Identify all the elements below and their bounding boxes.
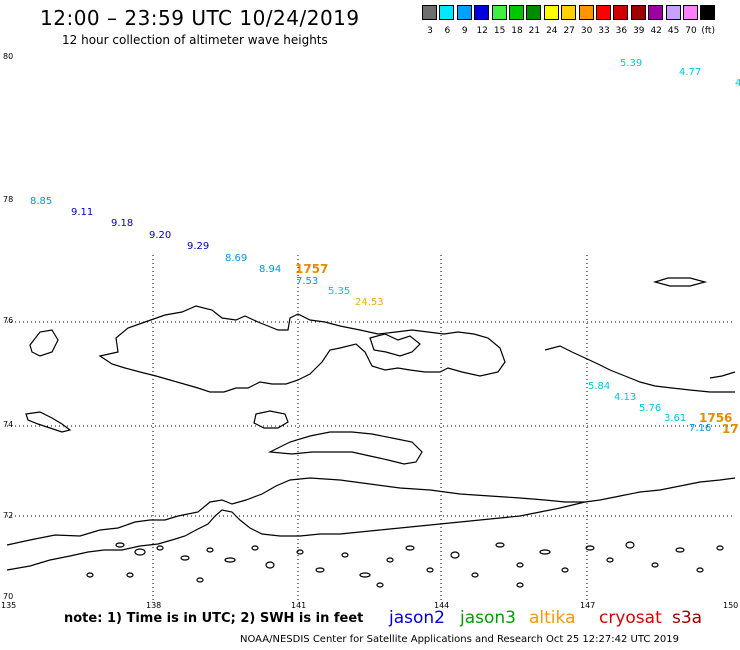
legend-swatch [543,5,559,20]
legend-label: 9 [461,26,468,36]
east-edge-coast [709,371,736,379]
wave-height-label: 7.53 [296,276,319,287]
legend-swatch [456,5,472,20]
wave-height-label: 9.20 [149,230,172,241]
legend-swatch [561,5,577,20]
lon-label: 135 [1,601,17,610]
small-island-center [253,410,289,429]
wave-height-label: 4 [735,78,740,89]
wave-height-label: 5.35 [328,286,351,297]
lat-label: 76 [3,316,14,325]
legend-swatch [613,5,629,20]
legend-label: 3 [427,26,433,36]
footer-credit: NOAA/NESDIS Center for Satellite Applica… [240,634,679,645]
legend-swatch [422,5,437,20]
wave-height-label: 9.29 [187,241,210,252]
legend-label: 33 [598,26,610,36]
lon-label: 141 [291,601,307,610]
mainland-coast-east [584,477,736,503]
legend-label: 70 [685,26,697,36]
lat-label: 72 [3,511,14,520]
legend-label: 30 [580,26,593,36]
lon-label: 147 [580,601,596,610]
coastlines [6,277,736,588]
legend-label: 27 [563,26,575,36]
satellite-name: cryosat [599,608,662,628]
legend-swatch [578,5,594,20]
lat-label: 78 [3,195,14,204]
inner-lagoon [369,333,421,357]
legend-label: 24 [546,26,558,36]
lat-label: 80 [3,52,14,61]
wave-height-label: 1757 [295,262,329,276]
legend-label: 36 [615,26,628,36]
wave-height-label: 4.77 [679,67,702,78]
map-frame [6,54,736,601]
footer-note: note: 1) Time is in UTC; 2) SWH is in fe… [64,611,364,626]
wave-height-label: 9.11 [71,207,94,218]
legend-label: 6 [444,26,451,36]
legend-label: 18 [511,26,523,36]
legend-unit: (ft) [701,26,715,36]
wave-height-label: 5.39 [620,58,643,69]
kotelny-island [98,305,506,393]
legend-swatch [683,5,698,20]
wave-height-label: 8.85 [30,196,53,207]
legend-swatch [474,5,490,20]
lakes [86,541,724,588]
legend-swatch [491,5,507,20]
legend-label: 45 [667,26,680,36]
small-island-west [29,329,59,357]
stolbovoy-island [25,411,72,433]
satellite-name: jason3 [460,608,516,628]
mainland-coast [6,477,586,571]
legend-label: 12 [476,26,488,36]
wave-height-label: 5.84 [588,381,611,392]
wave-height-label: 9.18 [111,218,134,229]
legend-swatch [648,5,664,20]
east-coast-north [544,345,735,393]
chart-subtitle: 12 hour collection of altimeter wave hei… [62,33,328,47]
legend-swatch [630,5,646,20]
lon-label: 144 [434,601,450,610]
wave-height-label: 8.94 [259,264,282,275]
wave-height-label: 3.61 [664,413,687,424]
wave-height-label: 7.16 [689,423,712,434]
legend-label: 21 [528,26,541,36]
legend-label: 15 [493,26,506,36]
wave-height-label: 4.13 [614,392,637,403]
legend-swatch [665,5,681,20]
lat-label: 74 [3,420,14,429]
lon-label: 150 [723,601,739,610]
legend-swatch [526,5,542,20]
satellite-name: s3a [672,608,703,628]
chart-title: 12:00 – 23:59 UTC 10/24/2019 [40,6,360,30]
legend-swatch [700,5,716,20]
lon-label: 138 [146,601,162,610]
wave-height-label: 5.76 [639,403,662,414]
satellite-name: jason2 [389,608,445,628]
wave-height-label: 17 [722,422,739,436]
satellite-name: altika [529,608,576,628]
wave-height-label: 8.69 [225,253,248,264]
wave-height-label: 1756 [699,411,733,425]
legend-label: 39 [633,26,645,36]
legend-swatch [439,5,455,20]
bolshoy-lyakhovsky-island [267,431,423,465]
lat-label: 70 [3,592,14,601]
legend-swatch [596,5,611,20]
legend-swatch [509,5,524,20]
wave-height-label: 24.53 [355,297,384,308]
bennett-island [652,277,708,287]
legend-label: 42 [650,26,662,36]
graticule [7,255,735,600]
